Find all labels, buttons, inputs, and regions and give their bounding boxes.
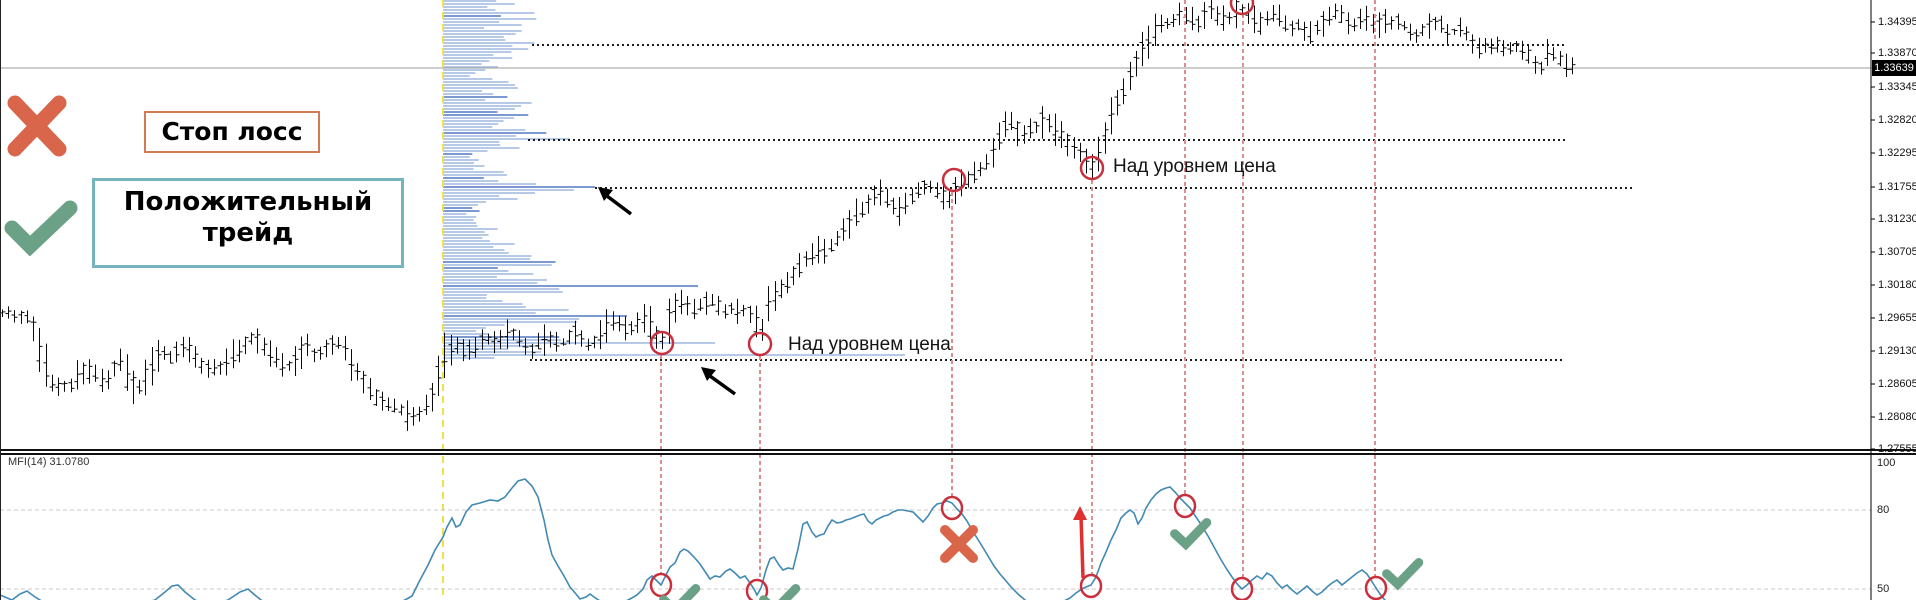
price-entry-circle[interactable] bbox=[1229, 0, 1255, 16]
volume-profile bbox=[443, 0, 905, 359]
current-price-tag: 1.33639 bbox=[1872, 60, 1916, 76]
positive-trade-label-line1: Положительный bbox=[123, 187, 373, 217]
price-axis-label: 1.33870 bbox=[1878, 47, 1916, 59]
level-pointer-arrow-head bbox=[701, 367, 716, 381]
positive-trade-check-mark bbox=[759, 584, 801, 600]
indicator-name-label: MFI(14) 31.0780 bbox=[8, 456, 90, 468]
mfi-up-arrow-head bbox=[1073, 506, 1087, 520]
mfi-level-label: 100 bbox=[1877, 457, 1896, 469]
stop-loss-x-icon bbox=[7, 95, 67, 157]
price-axis-label: 1.34395 bbox=[1878, 16, 1916, 28]
price-axis-label: 1.32295 bbox=[1878, 147, 1916, 159]
price-axis-label: 1.29655 bbox=[1878, 312, 1916, 324]
mfi-signal-circle[interactable] bbox=[1364, 575, 1388, 600]
positive-trade-label-line2: трейд bbox=[202, 218, 294, 248]
level-pointer-arrow bbox=[605, 194, 633, 216]
mfi-signal-circle[interactable] bbox=[649, 572, 673, 598]
price-entry-circle[interactable] bbox=[747, 331, 773, 357]
mfi-signal-circle[interactable] bbox=[1173, 493, 1197, 519]
mfi-level-label: 50 bbox=[1877, 583, 1890, 595]
price-axis-label: 1.31230 bbox=[1878, 213, 1916, 225]
mfi-signal-circle[interactable] bbox=[745, 578, 769, 600]
positive-trade-check-mark bbox=[1382, 558, 1424, 591]
positive-trade-legend-box: Положительный трейд bbox=[92, 178, 404, 268]
mfi-signal-circle[interactable] bbox=[1230, 576, 1254, 600]
mfi-signal-circle[interactable] bbox=[1079, 573, 1103, 599]
price-axis-label: 1.28605 bbox=[1878, 378, 1916, 390]
price-axis-label: 1.27555 bbox=[1878, 443, 1916, 455]
price-axis-label: 1.30705 bbox=[1878, 246, 1916, 258]
positive-trade-check-mark bbox=[659, 584, 701, 600]
price-axis-label: 1.29130 bbox=[1878, 345, 1916, 357]
level-pointer-arrow-head bbox=[598, 187, 613, 201]
price-axis-label: 1.31755 bbox=[1878, 181, 1916, 193]
level-annotation-lower: Над уровнем цена bbox=[788, 334, 951, 355]
level-annotation-upper: Над уровнем цена bbox=[1113, 156, 1276, 177]
price-axis-label: 1.33345 bbox=[1878, 81, 1916, 93]
price-axis-label: 1.28080 bbox=[1878, 411, 1916, 423]
price-axis-label: 1.30180 bbox=[1878, 279, 1916, 291]
positive-trade-check-icon bbox=[4, 200, 78, 256]
stop-loss-x-mark bbox=[940, 525, 978, 563]
price-entry-circle[interactable] bbox=[649, 330, 675, 356]
mfi-line bbox=[0, 478, 1386, 600]
price-bars bbox=[0, 0, 1576, 431]
price-entry-circle[interactable] bbox=[941, 167, 967, 193]
mfi-signal-circle[interactable] bbox=[940, 495, 964, 521]
price-axis-label: 1.32820 bbox=[1878, 114, 1916, 126]
mfi-level-label: 80 bbox=[1877, 504, 1890, 516]
stop-loss-label: Стоп лосс bbox=[161, 117, 303, 146]
level-pointer-arrow bbox=[708, 374, 737, 396]
positive-trade-check-mark bbox=[1170, 518, 1212, 551]
mfi-up-arrow bbox=[1079, 515, 1085, 579]
price-entry-circle[interactable] bbox=[1079, 155, 1105, 181]
stop-loss-legend-box: Стоп лосс bbox=[144, 111, 320, 153]
